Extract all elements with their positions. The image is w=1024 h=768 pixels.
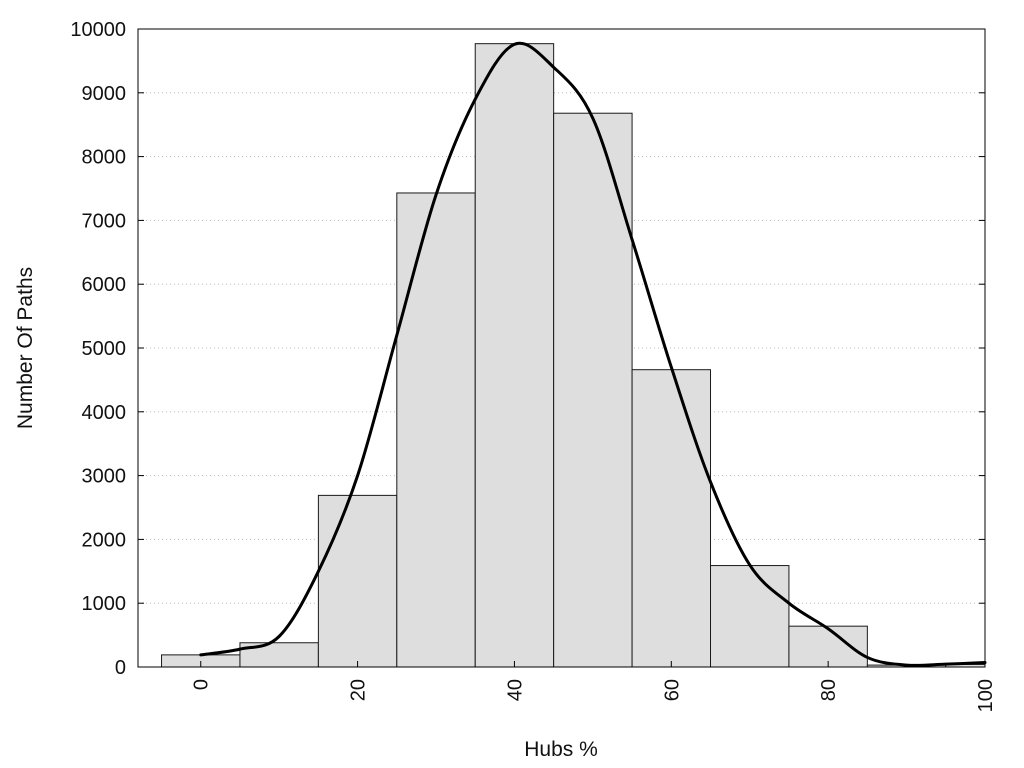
histogram-bar bbox=[631, 369, 712, 668]
histogram-bar bbox=[317, 494, 398, 668]
histogram-bar bbox=[396, 192, 476, 668]
y-tick-label: 3000 bbox=[82, 466, 127, 488]
y-tick-label: 10000 bbox=[70, 19, 126, 41]
histogram-bar bbox=[710, 565, 790, 668]
y-tick-label: 2000 bbox=[82, 529, 127, 551]
y-tick-label: 1000 bbox=[82, 593, 127, 615]
x-axis-ticks: 0 20 40 60 80 100 bbox=[191, 661, 997, 712]
y-tick-label: 8000 bbox=[82, 147, 127, 169]
x-tick-label: 100 bbox=[975, 679, 997, 712]
y-tick-label: 6000 bbox=[82, 274, 127, 296]
density-curve bbox=[199, 41, 987, 667]
y-tick-label: 0 bbox=[115, 657, 126, 679]
y-tick-label: 5000 bbox=[82, 338, 127, 360]
histogram-bars bbox=[161, 43, 986, 668]
y-tick-label: 7000 bbox=[82, 210, 127, 232]
x-tick-label: 60 bbox=[661, 679, 683, 701]
y-axis-ticks: 0 1000 2000 3000 4000 5000 6000 7000 8000 9000 100… bbox=[70, 19, 985, 679]
histogram-bar bbox=[474, 43, 555, 668]
density-curve-line bbox=[199, 41, 987, 667]
y-tick-label: 4000 bbox=[82, 402, 127, 424]
y-tick-label: 9000 bbox=[82, 83, 127, 105]
x-axis-title: Hubs % bbox=[524, 738, 598, 761]
histogram-bar bbox=[788, 625, 868, 668]
histogram-bar bbox=[553, 112, 633, 668]
y-axis-title: Number Of Paths bbox=[14, 267, 37, 429]
x-tick-label: 0 bbox=[191, 679, 213, 690]
x-tick-label: 20 bbox=[348, 679, 370, 701]
x-tick-label: 80 bbox=[818, 679, 840, 701]
x-tick-label: 40 bbox=[504, 679, 526, 701]
